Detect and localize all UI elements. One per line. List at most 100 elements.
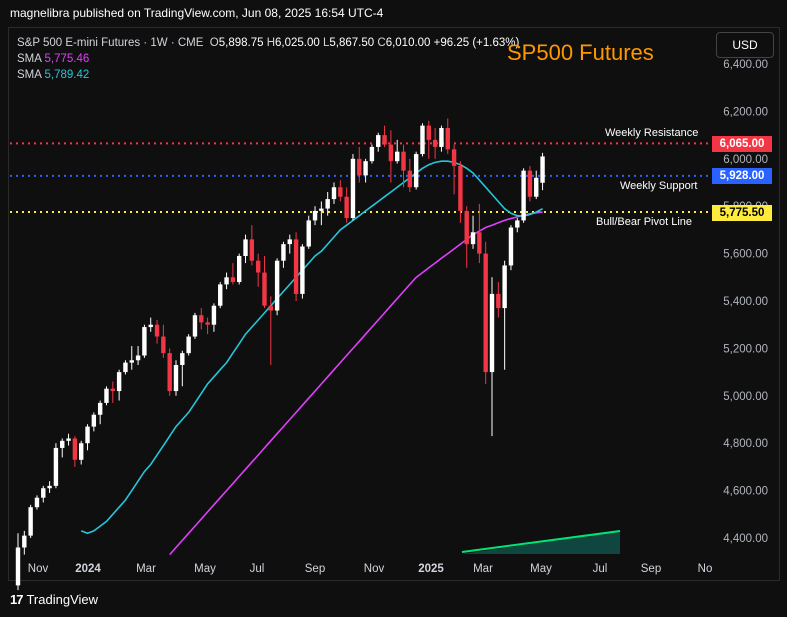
support-price-tag: 5,928.00 <box>712 168 772 184</box>
sma-slow-line <box>169 211 543 556</box>
candle-body <box>28 507 33 536</box>
sma1-value: 5,775.46 <box>44 53 90 65</box>
chart-pane[interactable] <box>8 27 780 581</box>
candle-body <box>521 170 526 221</box>
x-tick-label: Nov <box>364 563 385 575</box>
x-tick-label: Mar <box>473 563 493 575</box>
sma1-label: SMA <box>17 53 42 65</box>
candle-body <box>97 402 103 415</box>
candle-body <box>331 187 337 200</box>
candle-body <box>218 284 223 306</box>
candle-body <box>357 158 362 176</box>
x-tick-label: May <box>530 563 552 575</box>
candle-body <box>268 305 273 311</box>
candle-body <box>376 135 381 147</box>
y-tick-label: 5,200.00 <box>723 343 768 355</box>
candle-body <box>420 125 425 155</box>
y-tick-label: 4,400.00 <box>723 533 768 545</box>
y-tick-label: 6,200.00 <box>723 106 768 118</box>
currency-button[interactable]: USD <box>716 32 774 58</box>
candle-body <box>350 158 356 219</box>
sma-fast-line <box>80 160 543 535</box>
candle-body <box>85 426 90 444</box>
candle-body <box>262 272 267 306</box>
candle-body <box>167 353 172 392</box>
x-tick-label: No <box>698 563 713 575</box>
candle-body <box>413 154 419 188</box>
candle-body <box>439 127 444 147</box>
x-tick-label: Jul <box>593 563 608 575</box>
candle-body <box>508 227 514 266</box>
candle-body <box>464 210 469 245</box>
sma1-row[interactable]: SMA 5,775.46 <box>17 51 519 67</box>
candle-body <box>274 260 280 311</box>
candle-body <box>458 165 463 211</box>
candle-body <box>237 255 242 283</box>
candle-body <box>129 360 134 363</box>
resistance-line-label: Weekly Resistance <box>605 127 699 139</box>
candle-body <box>91 414 97 427</box>
x-tick-label: Sep <box>305 563 325 575</box>
close-key: C <box>377 37 386 49</box>
candle-body <box>224 277 229 285</box>
candle-body <box>205 322 210 325</box>
candle-body <box>104 388 109 403</box>
candle-body <box>502 265 507 309</box>
sma2-row[interactable]: SMA 5,789.42 <box>17 67 519 83</box>
y-tick-label: 5,000.00 <box>723 391 768 403</box>
symbol-label[interactable]: S&P 500 E-mini Futures · 1W · CME <box>17 37 204 49</box>
candle-body <box>148 324 153 328</box>
pivot-price-tag: 5,775.50 <box>712 205 772 221</box>
open-key: O <box>209 37 219 49</box>
candle-body <box>395 151 400 162</box>
candle-body <box>388 144 394 162</box>
candle-body <box>540 156 545 183</box>
pivot-line-label: Bull/Bear Pivot Line <box>596 216 692 228</box>
candle-body <box>161 336 166 354</box>
x-tick-label: Mar <box>136 563 156 575</box>
x-tick-label: 2025 <box>418 563 444 575</box>
chart-title: SP500 Futures <box>507 40 654 65</box>
open-value: 5,898.75 <box>218 37 264 49</box>
candle-body <box>230 277 236 283</box>
candle-body <box>338 187 343 197</box>
candle-body <box>287 239 292 245</box>
candle-body <box>445 127 450 150</box>
candle-body <box>325 199 330 209</box>
y-tick-label: 5,400.00 <box>723 296 768 308</box>
candle-body <box>363 161 368 176</box>
footer-brand[interactable]: 17 TradingView <box>10 592 98 607</box>
candle-body <box>142 327 147 356</box>
candle-body <box>15 547 21 586</box>
candle-body <box>243 239 248 256</box>
footer-brand-name: TradingView <box>26 592 99 607</box>
candle-body <box>451 149 457 166</box>
tradingview-logo-icon: 17 <box>10 592 24 607</box>
candle-body <box>66 438 71 441</box>
candle-body <box>186 336 191 354</box>
candle-body <box>319 208 324 211</box>
candle-body <box>470 232 476 245</box>
resistance-price-tag: 6,065.00 <box>712 136 772 152</box>
high-key: H <box>266 37 276 49</box>
candle-body <box>483 253 488 373</box>
candle-body <box>180 353 185 365</box>
y-tick-label: 6,400.00 <box>723 59 768 71</box>
candle-body <box>534 177 539 197</box>
candle-body <box>22 535 27 548</box>
candle-body <box>489 293 495 373</box>
low-key: L <box>323 37 330 49</box>
y-tick-label: 4,600.00 <box>723 486 768 498</box>
y-tick-label: 6,000.00 <box>723 154 768 166</box>
x-tick-label: Sep <box>641 563 661 575</box>
candle-body <box>300 246 305 294</box>
candle-body <box>249 239 255 261</box>
candle-body <box>496 293 501 309</box>
publisher-credit: magnelibra published on TradingView.com,… <box>10 6 384 20</box>
candle-body <box>34 497 40 508</box>
candle-body <box>312 210 318 221</box>
low-value: 5,867.50 <box>329 37 375 49</box>
candle-body <box>306 220 311 247</box>
candle-body <box>110 388 115 392</box>
